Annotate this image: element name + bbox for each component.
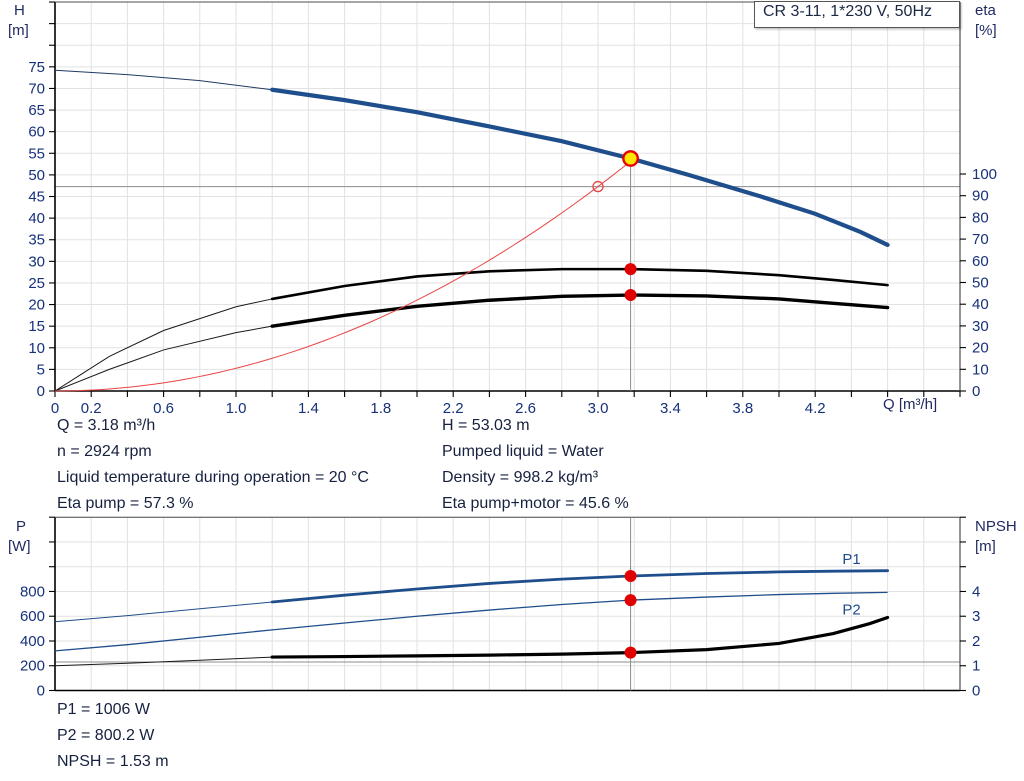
svg-text:3.8: 3.8 <box>732 400 753 417</box>
svg-text:P2: P2 <box>842 602 860 619</box>
svg-text:5: 5 <box>37 361 45 378</box>
svg-text:15: 15 <box>28 318 45 335</box>
svg-text:50: 50 <box>972 275 989 292</box>
svg-text:40: 40 <box>28 210 45 227</box>
svg-text:25: 25 <box>28 275 45 292</box>
svg-text:100: 100 <box>972 166 997 183</box>
svg-text:10: 10 <box>972 361 989 378</box>
svg-text:1.0: 1.0 <box>226 400 247 417</box>
svg-text:45: 45 <box>28 189 45 206</box>
svg-text:60: 60 <box>28 124 45 141</box>
svg-text:30: 30 <box>972 318 989 335</box>
svg-text:0.6: 0.6 <box>153 400 174 417</box>
svg-text:30: 30 <box>28 253 45 270</box>
svg-text:35: 35 <box>28 232 45 249</box>
svg-text:20: 20 <box>28 297 45 314</box>
svg-text:P1: P1 <box>842 551 860 568</box>
svg-text:1: 1 <box>972 658 980 675</box>
svg-text:20: 20 <box>972 340 989 357</box>
svg-text:2: 2 <box>972 633 980 650</box>
svg-text:800: 800 <box>20 583 45 600</box>
svg-text:1.8: 1.8 <box>370 400 391 417</box>
svg-text:50: 50 <box>28 167 45 184</box>
svg-text:400: 400 <box>20 633 45 650</box>
svg-text:2.2: 2.2 <box>443 400 464 417</box>
svg-text:3.4: 3.4 <box>660 400 681 417</box>
svg-text:10: 10 <box>28 340 45 357</box>
svg-text:3.0: 3.0 <box>588 400 609 417</box>
svg-text:0: 0 <box>37 383 45 400</box>
svg-text:60: 60 <box>972 253 989 270</box>
svg-text:0.2: 0.2 <box>81 400 102 417</box>
svg-text:80: 80 <box>972 209 989 226</box>
svg-text:0: 0 <box>972 683 980 700</box>
svg-text:3: 3 <box>972 608 980 625</box>
svg-text:4: 4 <box>972 583 980 600</box>
svg-text:90: 90 <box>972 188 989 205</box>
svg-text:75: 75 <box>28 59 45 76</box>
svg-text:0: 0 <box>972 383 980 400</box>
svg-text:0: 0 <box>51 400 59 417</box>
svg-text:200: 200 <box>20 658 45 675</box>
svg-text:4.2: 4.2 <box>805 400 826 417</box>
svg-text:70: 70 <box>972 231 989 248</box>
svg-text:65: 65 <box>28 102 45 119</box>
svg-text:55: 55 <box>28 145 45 162</box>
svg-text:40: 40 <box>972 296 989 313</box>
svg-text:1.4: 1.4 <box>298 400 319 417</box>
svg-text:0: 0 <box>37 683 45 700</box>
svg-text:2.6: 2.6 <box>515 400 536 417</box>
svg-text:600: 600 <box>20 608 45 625</box>
svg-text:70: 70 <box>28 80 45 97</box>
